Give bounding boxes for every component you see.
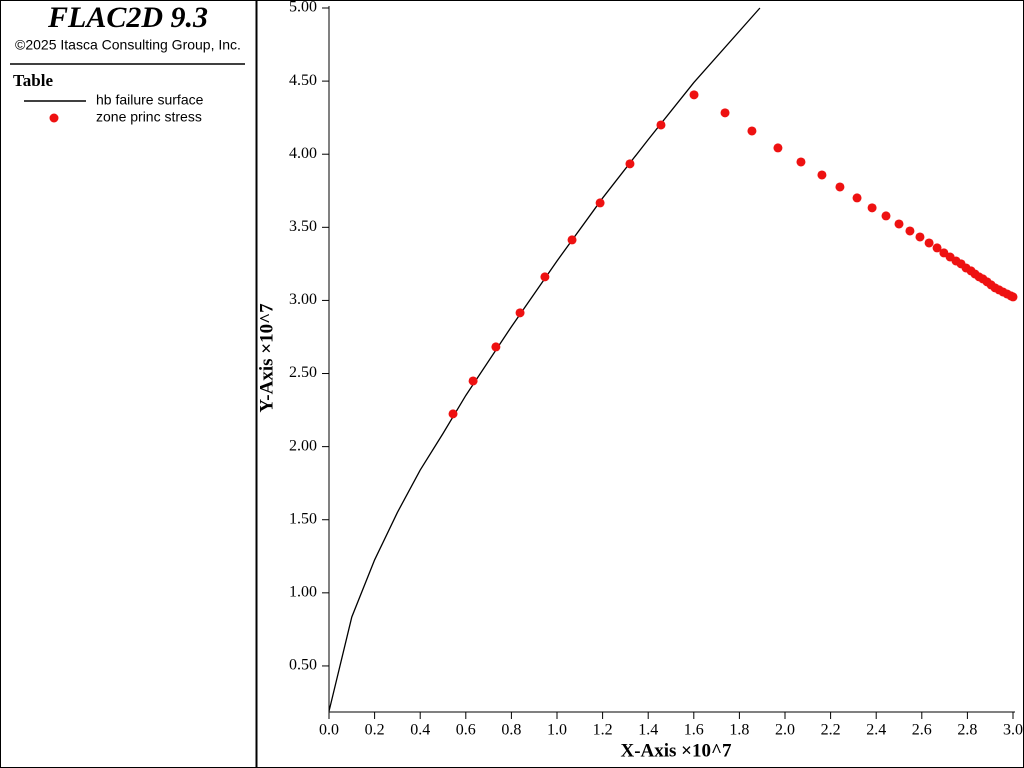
x-tick-label: 2.4 — [866, 722, 886, 739]
x-tick-label: 1.8 — [729, 722, 749, 739]
y-tick-label: 4.50 — [289, 72, 317, 89]
data-point — [540, 272, 550, 282]
y-tick-label: 3.50 — [289, 218, 317, 235]
chart-title: FLAC2D 9.3 — [47, 1, 208, 34]
y-tick-label: 4.00 — [289, 145, 317, 162]
x-axis-label: X-Axis ×10^7 — [620, 740, 732, 761]
data-point — [689, 90, 699, 100]
x-tick-label: 2.8 — [957, 722, 977, 739]
y-tick-label: 1.00 — [289, 584, 317, 601]
data-point — [747, 126, 757, 136]
data-point — [720, 108, 730, 118]
data-point — [894, 219, 904, 229]
x-tick-label: 0.2 — [365, 722, 385, 739]
data-point — [915, 232, 925, 242]
data-point — [817, 170, 827, 180]
data-point — [625, 159, 635, 169]
y-tick-label: 5.00 — [289, 0, 317, 16]
x-tick-label: 1.0 — [547, 722, 567, 739]
data-point — [491, 342, 501, 352]
data-point — [1008, 292, 1018, 302]
y-tick-label: 3.00 — [289, 291, 317, 308]
data-point — [515, 308, 525, 318]
y-axis-label: Y-Axis ×10^7 — [256, 303, 277, 413]
data-point — [595, 198, 605, 208]
x-tick-label: 1.2 — [593, 722, 613, 739]
x-tick-label: 2.2 — [821, 722, 841, 739]
data-point — [468, 376, 478, 386]
x-tick-label: 2.0 — [775, 722, 795, 739]
x-tick-label: 0.0 — [319, 722, 339, 739]
subtitle: ©2025 Itasca Consulting Group, Inc. — [15, 37, 241, 53]
series-line — [328, 7, 761, 712]
y-tick-label: 1.50 — [289, 510, 317, 527]
data-point — [448, 409, 458, 419]
x-tick-label: 2.6 — [912, 722, 932, 739]
x-tick-label: 0.4 — [410, 722, 430, 739]
data-point — [773, 143, 783, 153]
y-tick-label: 0.50 — [289, 657, 317, 674]
data-point — [924, 238, 934, 248]
legend-swatch — [49, 113, 59, 123]
y-tick-label: 2.00 — [289, 437, 317, 454]
legend-label: hb failure surface — [96, 92, 204, 108]
data-point — [567, 235, 577, 245]
data-point — [932, 243, 942, 253]
data-point — [656, 120, 666, 130]
x-tick-label: 0.8 — [501, 722, 521, 739]
data-point — [881, 211, 891, 221]
x-tick-label: 1.4 — [638, 722, 658, 739]
data-point — [852, 193, 862, 203]
y-tick-label: 2.50 — [289, 364, 317, 381]
data-point — [867, 203, 877, 213]
x-tick-label: 1.6 — [684, 722, 704, 739]
x-tick-label: 0.6 — [456, 722, 476, 739]
data-point — [835, 182, 845, 192]
legend-title: Table — [13, 71, 53, 90]
legend-label: zone princ stress — [96, 109, 202, 125]
data-point — [905, 226, 915, 236]
data-point — [796, 157, 806, 167]
x-tick-label: 3.0 — [1003, 722, 1023, 739]
